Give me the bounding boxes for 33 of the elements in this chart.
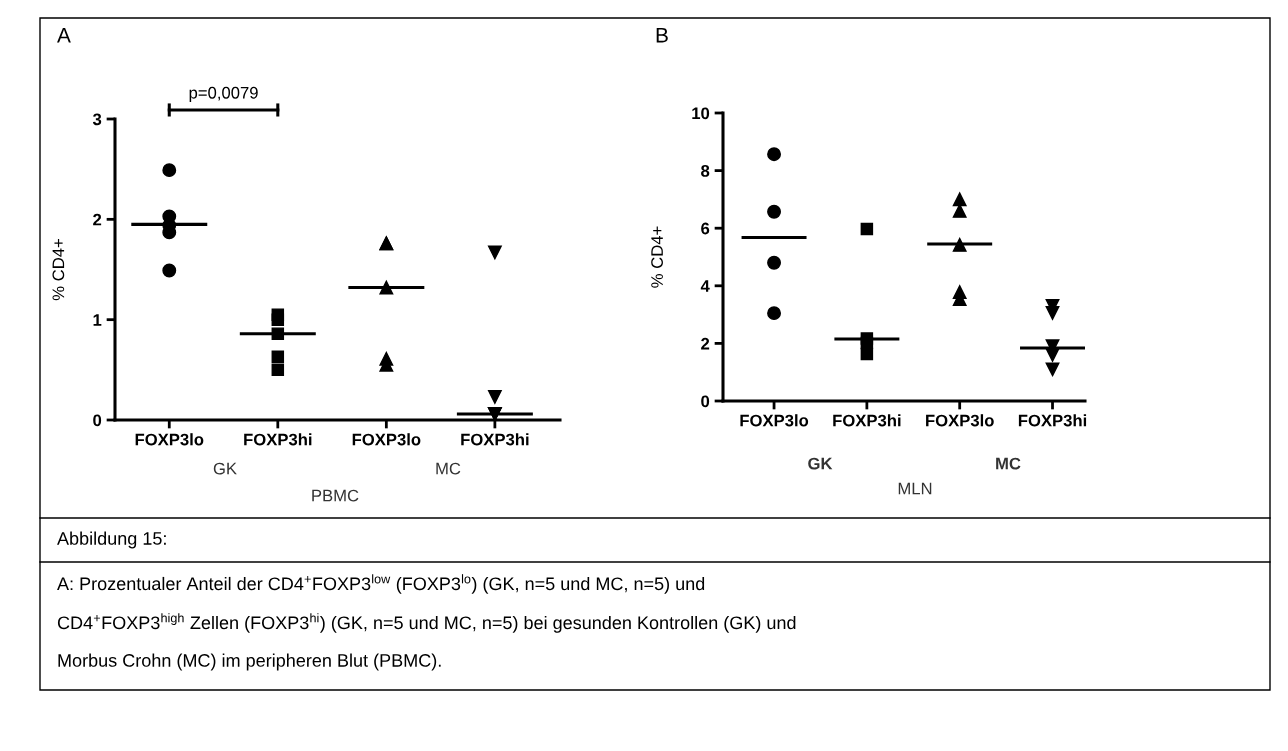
y-tick-label: 10: [692, 107, 710, 120]
text: MLN: [898, 482, 932, 495]
text: Abbildung 15:: [57, 531, 166, 549]
text: PBMC: [312, 489, 359, 502]
y-tick-label: 0: [701, 395, 710, 408]
x-tick-label: FOXP3lo: [740, 414, 809, 427]
x-tick-label: FOXP3hi: [461, 433, 529, 446]
text: CD4$^{+}$FOXP3$^{high}$ Zellen (FOXP3$^{hi}$) (GK, n=5 und MC, n=5) bei gesunden Kontrollen (GK) und: [57, 613, 796, 633]
y-axis-title: % CD4+: [52, 239, 65, 301]
y-tick-label: 0: [93, 414, 102, 427]
text: MC: [996, 457, 1021, 470]
y-tick-label: 4: [700, 280, 710, 292]
y-tick-label: 6: [701, 222, 710, 235]
x-tick-label: FOXP3hi: [244, 433, 312, 446]
y-tick-label: 2: [93, 213, 102, 226]
text: GK: [213, 462, 237, 475]
y-tick-label: 1: [93, 314, 102, 326]
text: MC: [436, 462, 461, 475]
x-tick-label: FOXP3hi: [833, 414, 901, 427]
x-tick-label: FOXP3lo: [135, 433, 204, 446]
y-tick-label: 2: [701, 337, 710, 350]
chart-title: B: [656, 28, 668, 43]
text: A: Prozentualer Anteil der CD4$^{+}$FOXP3$^{low}$ (FOXP3$^{lo}$) (GK, n=5 und MC, n=5) und: [57, 574, 705, 594]
chart-title: A: [57, 28, 71, 43]
x-tick-label: FOXP3lo: [926, 414, 994, 427]
y-tick-label: 3: [92, 113, 102, 126]
y-axis-title: % CD4+: [651, 226, 663, 288]
text: GK: [808, 457, 833, 470]
y-tick-label: 8: [701, 165, 710, 177]
x-tick-label: FOXP3lo: [352, 433, 421, 446]
x-tick-label: FOXP3hi: [1018, 414, 1087, 427]
text: Morbus Crohn (MC) im peripheren Blut (PBMC).: [58, 653, 441, 671]
text: p=0,0079: [189, 86, 258, 102]
